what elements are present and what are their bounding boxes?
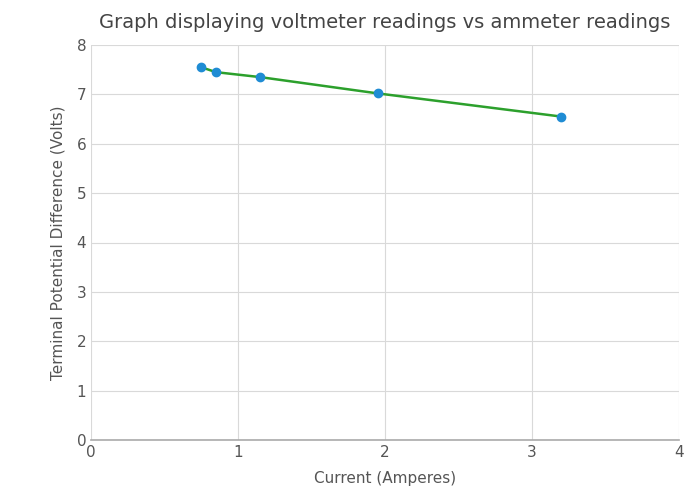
Point bbox=[210, 68, 221, 76]
Y-axis label: Terminal Potential Difference (Volts): Terminal Potential Difference (Volts) bbox=[50, 106, 65, 380]
Point bbox=[372, 90, 384, 98]
Title: Graph displaying voltmeter readings vs ammeter readings: Graph displaying voltmeter readings vs a… bbox=[99, 14, 671, 32]
Point bbox=[556, 112, 567, 120]
Point bbox=[195, 63, 207, 71]
Point bbox=[254, 73, 265, 81]
X-axis label: Current (Amperes): Current (Amperes) bbox=[314, 471, 456, 486]
